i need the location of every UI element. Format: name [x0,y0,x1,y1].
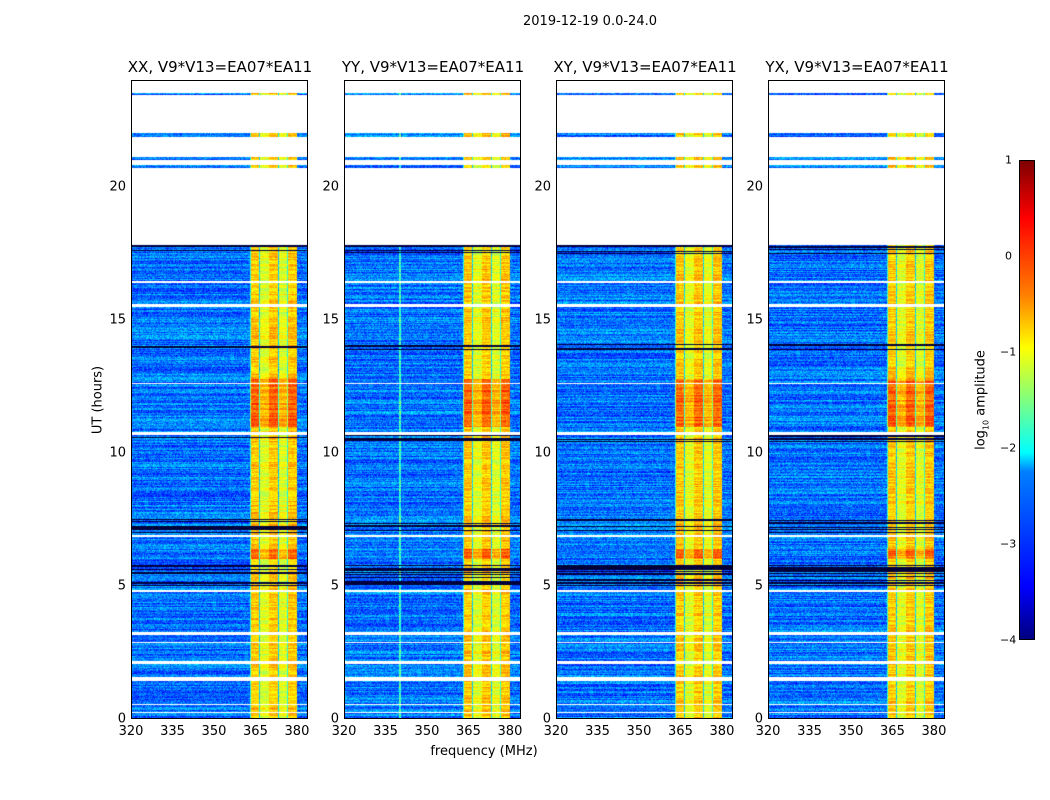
x-tick-label: 320 [543,724,569,739]
y-tick-label: 0 [330,711,339,727]
x-tick-label: 380 [284,724,310,739]
y-tick-label: 20 [322,179,339,194]
y-tick-label: 0 [754,711,763,727]
colorbar-tick: −4 [1000,633,1017,647]
x-tick-label: 350 [201,724,227,739]
y-tick-label: 5 [542,578,551,594]
y-tick-label: 15 [746,312,763,328]
x-tick-label: 365 [668,724,693,739]
panel-title-xx: XX, V9*V13=EA07*EA11 [127,58,313,76]
x-tick-label: 350 [626,724,652,739]
heatmap-xx [132,81,307,718]
y-tick-label: 20 [746,179,763,194]
y-tick-label: 10 [746,445,763,461]
panel-title-xy: XY, V9*V13=EA07*EA11 [553,58,737,76]
y-tick-label: 20 [534,179,551,194]
x-tick-label: 365 [880,724,905,739]
x-tick-label: 350 [414,724,440,739]
x-tick-label: 350 [838,724,864,739]
y-tick-label: 15 [109,312,126,328]
x-tick-label: 335 [160,724,185,739]
heatmap-xy [557,81,732,718]
colorbar-tick: −2 [1000,441,1017,455]
colorbar-label: log10 amplitude [974,350,991,450]
y-tick-label: 15 [534,312,551,328]
heatmap-panel-xx [131,80,308,719]
y-tick-label: 5 [117,578,126,594]
y-tick-label: 15 [322,312,339,328]
y-axis-label: UT (hours) [90,365,106,435]
panel-title-yx: YX, V9*V13=EA07*EA11 [765,58,949,76]
x-tick-label: 380 [709,724,735,739]
panel-title-yy: YY, V9*V13=EA07*EA11 [341,58,525,76]
x-tick-label: 365 [456,724,481,739]
colorbar-label-log: log [973,430,989,450]
y-tick-label: 0 [117,711,126,727]
y-tick-label: 5 [330,578,339,594]
x-tick-label: 335 [797,724,822,739]
y-tick-label: 0 [542,711,551,727]
x-tick-label: 335 [373,724,398,739]
x-tick-label: 380 [497,724,523,739]
x-tick-label: 335 [585,724,610,739]
y-tick-label: 10 [534,445,551,461]
colorbar-label-suffix: amplitude [973,350,989,420]
x-tick-label: 380 [921,724,947,739]
colorbar-tick: 0 [1005,249,1012,263]
heatmap-panel-xy [556,80,733,719]
y-tick-label: 10 [322,445,339,461]
x-tick-label: 320 [755,724,781,739]
colorbar [1019,160,1035,640]
heatmap-panel-yy [344,80,521,719]
colorbar-tick: 1 [1005,153,1012,167]
y-tick-label: 20 [109,179,126,194]
x-axis-label: frequency (MHz) [430,744,538,759]
heatmap-yx [769,81,944,718]
x-tick-label: 320 [331,724,357,739]
heatmap-yy [345,81,520,718]
colorbar-label-sub: 10 [981,419,991,431]
y-tick-label: 10 [109,445,126,461]
colorbar-tick: −3 [1000,537,1017,551]
y-tick-label: 5 [754,578,763,594]
x-tick-label: 320 [118,724,144,739]
colorbar-tick: −1 [1000,345,1017,359]
heatmap-panel-yx [768,80,945,719]
x-tick-label: 365 [243,724,268,739]
figure-title: 2019-12-19 0.0-24.0 [523,14,657,29]
